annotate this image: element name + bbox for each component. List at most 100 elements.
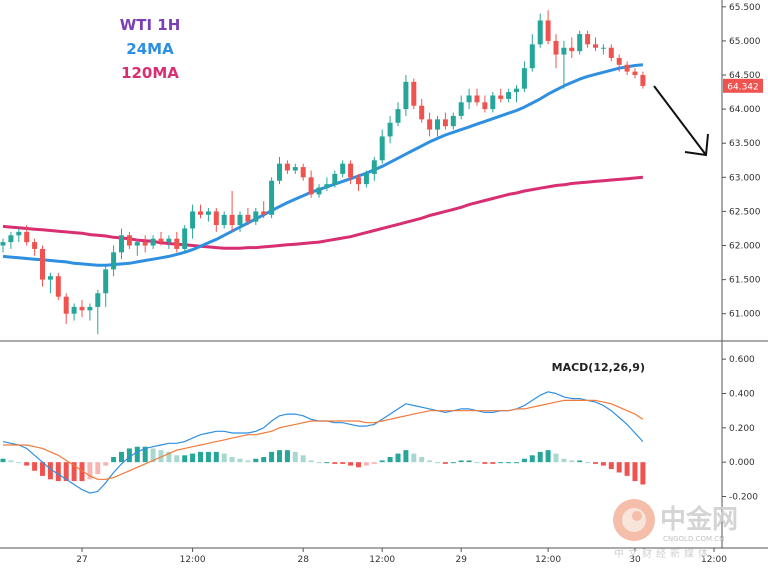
macd-lines-layer <box>2 391 644 494</box>
price-axis-ticks: 65.500 65.000 64.500 64.000 63.500 63.000 62.5… <box>722 3 761 320</box>
candle-body <box>308 177 314 195</box>
candle-body <box>419 105 425 120</box>
macd-histogram-bar <box>632 462 638 482</box>
candle <box>371 156 377 181</box>
macd-histogram-bar <box>482 462 488 464</box>
macd-histogram-bar <box>47 462 53 480</box>
macd-histogram-bar <box>213 451 219 463</box>
candle <box>474 88 480 106</box>
candle-body <box>600 47 606 49</box>
candle-body <box>608 47 614 58</box>
candle <box>103 265 109 307</box>
candle <box>229 190 235 232</box>
candle-body <box>585 34 591 45</box>
candle <box>174 231 180 253</box>
macd-histogram-bar <box>245 460 251 463</box>
candle-body <box>261 211 267 215</box>
macd-histogram <box>0 446 646 485</box>
macd-histogram-bar <box>593 462 598 464</box>
candle <box>87 303 93 321</box>
macd-histogram-bar <box>24 462 30 466</box>
macd-axis-ticks: 0.600 0.400 0.200 0.000 -0.200 <box>722 355 758 503</box>
candle-body <box>506 92 512 99</box>
macd-histogram-bar <box>158 450 164 463</box>
candle-body <box>111 252 117 270</box>
candle-body <box>40 248 45 280</box>
macd-histogram-bar <box>545 450 551 463</box>
macd-histogram-bar <box>237 458 243 463</box>
candle-body <box>55 276 61 297</box>
legend-ma24: 24MA <box>126 40 174 58</box>
candle-body <box>277 163 282 181</box>
candle-body <box>363 173 369 185</box>
candle-body <box>237 214 243 226</box>
candle <box>63 293 69 324</box>
price-tick-label: 63.500 <box>729 139 761 149</box>
legend-ma120: 120MA <box>121 64 179 82</box>
candle <box>158 231 164 246</box>
price-tick-label: 64.500 <box>729 71 761 81</box>
candle-body <box>166 238 172 243</box>
price-tick-label: 61.500 <box>729 276 761 286</box>
macd-histogram-bar <box>16 462 22 464</box>
candle <box>624 61 630 76</box>
candle <box>490 92 496 113</box>
candle <box>126 231 132 249</box>
macd-histogram-bar <box>253 458 259 463</box>
macd-histogram-bar <box>316 462 322 464</box>
candle <box>585 30 591 48</box>
candle <box>395 102 401 127</box>
macd-tick-label: 0.400 <box>729 390 755 400</box>
candle <box>363 170 369 188</box>
candle <box>32 238 38 256</box>
candle-body <box>545 20 551 41</box>
candle <box>561 40 567 89</box>
candle <box>640 71 646 89</box>
price-tick-label: 63.000 <box>729 173 761 183</box>
macd-histogram-bar <box>585 462 591 464</box>
watermark-tagline: 中文财经新媒体 <box>614 547 712 560</box>
candle-body <box>16 231 22 236</box>
macd-tick-label: 0.000 <box>729 458 755 468</box>
candle-body <box>71 306 77 314</box>
candle-body <box>640 75 646 86</box>
candle <box>537 13 543 48</box>
candle-body <box>269 180 275 215</box>
price-tick-label: 61.000 <box>729 310 761 320</box>
time-tick-label: 12:00 <box>369 555 395 565</box>
candle-body <box>490 95 496 110</box>
candle <box>411 78 417 110</box>
ma24-line-layer <box>2 63 644 267</box>
time-tick-label: 12:00 <box>701 555 727 565</box>
macd-histogram-bar <box>71 462 77 482</box>
candle-body <box>134 242 140 246</box>
macd-histogram-bar <box>205 451 211 463</box>
candle-body <box>47 276 53 280</box>
candle <box>182 225 188 253</box>
candle <box>427 112 433 137</box>
macd-histogram-bar <box>142 446 148 463</box>
candle <box>379 129 385 164</box>
candle-body <box>340 163 346 174</box>
candle-body <box>593 44 598 48</box>
macd-histogram-bar <box>506 462 512 464</box>
candle <box>419 98 425 123</box>
macd-histogram-bar <box>521 458 527 463</box>
macd-histogram-bar <box>300 455 306 463</box>
macd-title: MACD(12,26,9) <box>552 361 645 374</box>
macd-histogram-bar <box>277 450 282 463</box>
watermark-brand: 中金网 <box>660 504 738 535</box>
candle-body <box>198 211 203 215</box>
candle <box>134 238 140 256</box>
macd-histogram-bar <box>356 462 361 468</box>
candle <box>245 208 251 226</box>
macd-histogram-bar <box>395 453 401 463</box>
macd-histogram-bar <box>442 462 448 464</box>
candle-body <box>395 109 401 123</box>
candle <box>356 173 361 191</box>
macd-histogram-bar <box>577 460 583 463</box>
price-tick-label: 64.000 <box>729 105 761 115</box>
macd-histogram-bar <box>474 462 480 464</box>
macd-histogram-bar <box>498 462 504 464</box>
